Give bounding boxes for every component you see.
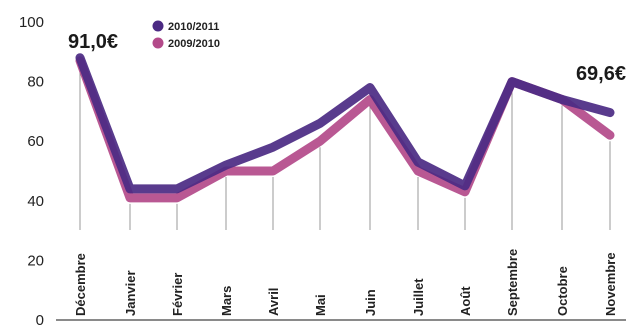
series-line (75, 56, 615, 203)
series-line (75, 53, 615, 194)
x-tick-label: Décembre (73, 253, 88, 316)
y-tick-label: 60 (27, 133, 44, 150)
annotation-label: 69,6€ (576, 63, 626, 85)
legend-marker (152, 37, 164, 49)
y-tick-label: 20 (27, 252, 44, 269)
x-tick-label: Mars (219, 286, 234, 316)
y-tick-label: 80 (27, 74, 44, 91)
x-tick-label: Juillet (411, 278, 426, 316)
x-tick-label: Juin (363, 289, 378, 316)
y-tick-label: 100 (19, 14, 44, 31)
chart-background (79, 66, 611, 230)
legend-label: 2009/2010 (168, 38, 220, 50)
x-tick-label: Octobre (555, 266, 570, 316)
x-tick-label: Janvier (123, 270, 138, 316)
x-tick-label: Avril (266, 288, 281, 316)
x-tick-label: Novembre (603, 252, 618, 316)
annotation-label: 91,0€ (68, 31, 118, 53)
legend: 2010/2011 2009/2010 (152, 20, 220, 50)
x-tick-label: Août (458, 286, 473, 316)
y-tick-label: 0 (36, 312, 44, 329)
x-tick-label: Mai (313, 294, 328, 316)
y-axis: 0 20 40 60 80 100 (19, 14, 626, 329)
legend-label: 2010/2011 (168, 21, 219, 33)
x-axis-labels: Décembre Janvier Février Mars Avril Mai Juin Ju… (73, 249, 618, 316)
y-tick-label: 40 (27, 193, 44, 210)
series-lines (75, 53, 615, 203)
x-tick-label: Septembre (505, 249, 520, 316)
annotations: 91,0€ 69,6€ (68, 31, 626, 85)
x-tick-label: Février (170, 273, 185, 316)
legend-marker (152, 20, 164, 32)
